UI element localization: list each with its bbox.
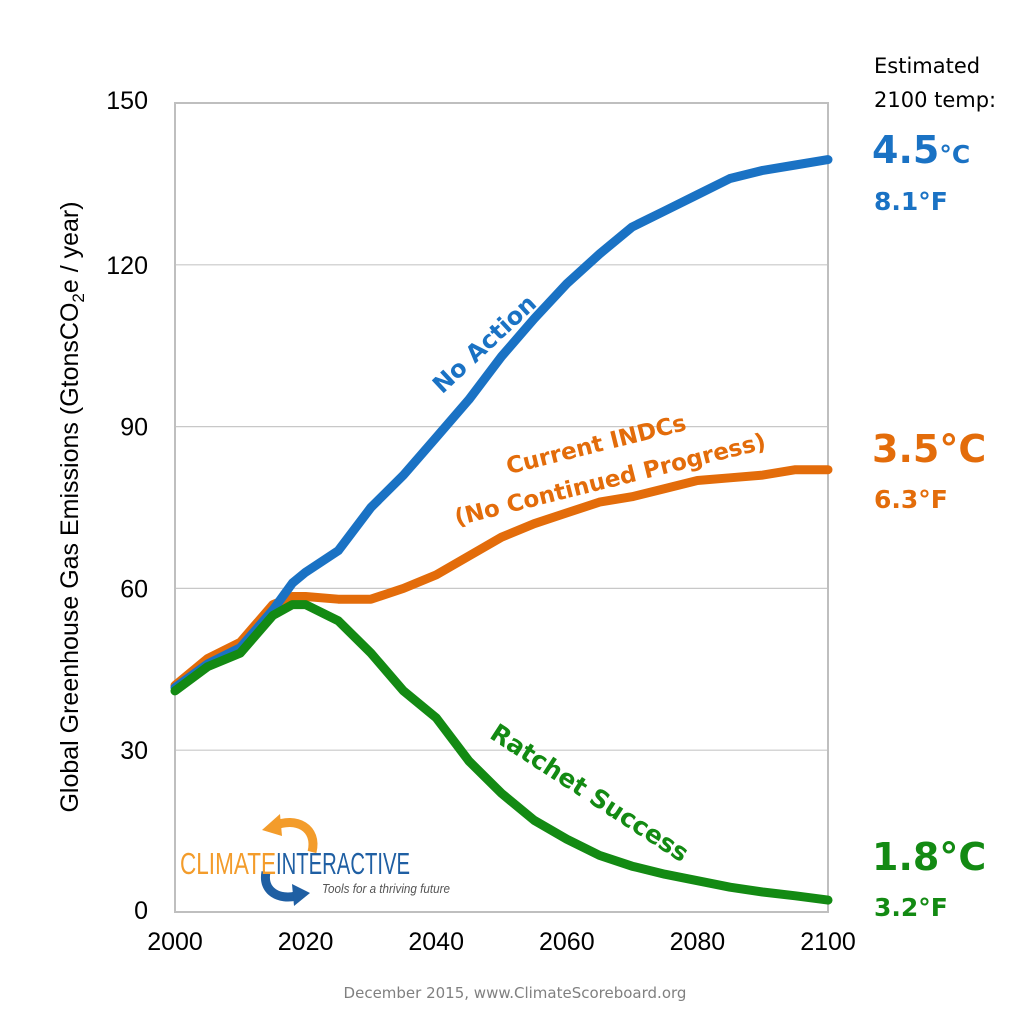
y-tick-label: 0: [134, 897, 148, 925]
y-axis-label: Global Greenhouse Gas Emissions (GtonsCO…: [56, 201, 88, 812]
y-tick-labels: 0 30 60 90 120 150: [106, 87, 148, 925]
x-tick-label: 2100: [800, 928, 856, 956]
logo-arrowhead-blue-icon: [292, 884, 310, 906]
no-action-temp-c-unit: °C: [939, 140, 970, 169]
x-tick-label: 2060: [539, 928, 595, 956]
indc-temp-c: 3.5°C: [872, 427, 986, 471]
logo-tagline: Tools for a thriving future: [322, 881, 450, 896]
plot-area-frame: [174, 102, 829, 913]
x-tick-label: 2080: [670, 928, 726, 956]
logo-arrowhead-orange-icon: [262, 814, 282, 836]
series-line-ratchet-success: [170, 600, 833, 905]
y-axis-label-subscript: 2: [69, 293, 88, 302]
logo-word-climate: CLIMATE: [180, 846, 276, 881]
x-tick-labels: 2000 2020 2040 2060 2080 2100: [147, 928, 856, 956]
ratchet-temp-f: 3.2°F: [874, 893, 948, 922]
x-tick-label: 2000: [147, 928, 203, 956]
temperature-panel: Estimated 2100 temp: 4.5°C 8.1°F 3.5°C 6…: [872, 54, 996, 922]
temp-header-line1: Estimated: [874, 54, 980, 78]
y-tick-label: 120: [106, 252, 148, 280]
logo-arrow-blue-icon: [260, 871, 298, 902]
no-action-temp-f: 8.1°F: [874, 187, 948, 216]
y-tick-label: 30: [120, 737, 148, 765]
no-action-temp-c: 4.5°C: [872, 128, 970, 172]
y-tick-label: 150: [106, 87, 148, 115]
y-axis-label-end: e / year): [56, 201, 84, 293]
series-line-no-action: [170, 155, 833, 693]
climate-interactive-logo: CLIMATE INTERACTIVE Tools for a thriving…: [180, 814, 450, 906]
annotation-ratchet-success: Ratchet Success: [485, 718, 694, 868]
x-tick-label: 2020: [278, 928, 334, 956]
ratchet-temp-c: 1.8°C: [872, 835, 986, 879]
footer-source: December 2015, www.ClimateScoreboard.org: [344, 984, 687, 1002]
x-tick-label: 2040: [408, 928, 464, 956]
temp-header-line2: 2100 temp:: [874, 88, 996, 112]
no-action-temp-c-value: 4.5: [872, 128, 939, 172]
y-tick-label: 90: [120, 414, 148, 442]
series-lines: [170, 155, 833, 905]
indc-temp-f: 6.3°F: [874, 485, 948, 514]
y-axis-label-main: Global Greenhouse Gas Emissions (GtonsCO: [56, 303, 84, 813]
y-tick-label: 60: [120, 575, 148, 603]
logo-word-interactive: INTERACTIVE: [276, 846, 410, 881]
